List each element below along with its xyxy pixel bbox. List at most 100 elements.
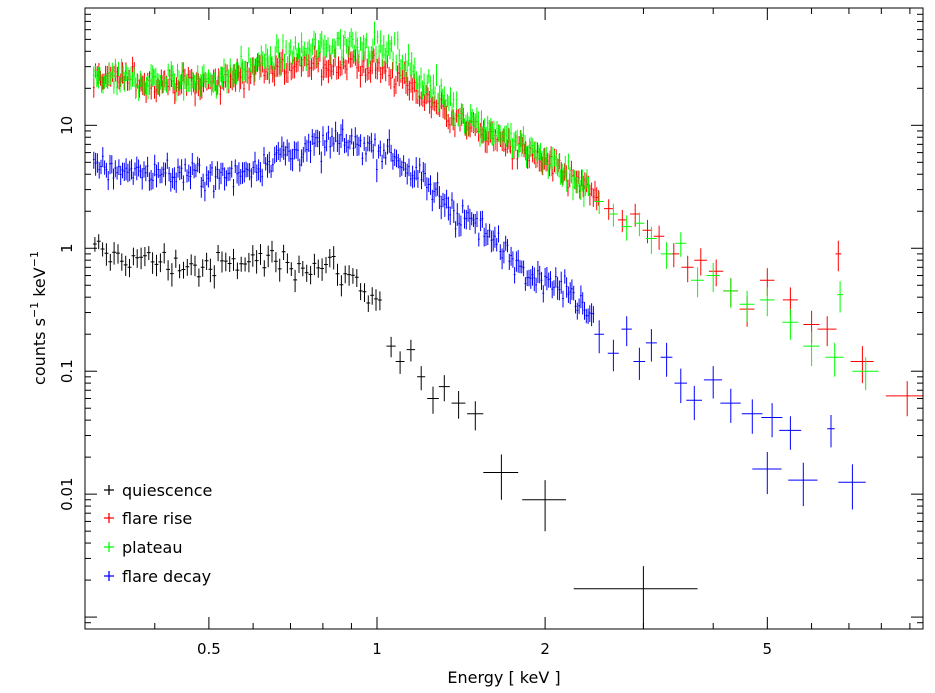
data-point-plateau [142, 76, 145, 96]
data-point-plateau [525, 146, 528, 168]
data-point-plateau [398, 49, 401, 62]
data-point-flare-rise [369, 60, 372, 83]
data-point-plateau [213, 72, 216, 92]
data-point-flare-decay [540, 271, 543, 290]
data-point-flare-decay [779, 416, 802, 450]
data-point-plateau [539, 142, 542, 161]
data-point-plateau [541, 151, 543, 175]
data-point-plateau [328, 44, 331, 64]
data-point-flare-decay [150, 170, 152, 191]
data-point-plateau [175, 85, 177, 102]
data-point-plateau [330, 45, 332, 65]
data-point-flare-decay [375, 159, 378, 183]
data-point-plateau [359, 36, 362, 51]
data-point-flare-decay [508, 253, 511, 270]
data-point-plateau [252, 57, 255, 74]
data-point-plateau [173, 73, 176, 90]
data-point-quiescence [200, 259, 205, 277]
data-point-flare-rise [668, 243, 680, 268]
data-point-plateau [333, 38, 335, 58]
data-point-flare-decay [438, 186, 441, 209]
data-point-plateau [122, 65, 124, 82]
data-point-plateau [274, 45, 276, 70]
data-point-flare-decay [585, 308, 588, 324]
data-point-flare-decay [200, 177, 203, 198]
data-point-plateau [97, 67, 100, 89]
data-point-plateau [203, 64, 205, 83]
data-point-flare-decay [100, 159, 102, 175]
data-point-flare-decay [218, 168, 221, 190]
data-point-plateau [519, 130, 522, 153]
data-point-plateau [269, 46, 272, 66]
data-point-plateau [723, 278, 738, 308]
data-point-quiescence [189, 254, 194, 276]
data-point-quiescence [339, 275, 344, 297]
data-point-plateau [162, 71, 165, 92]
data-point-plateau [305, 47, 307, 71]
data-point-plateau [567, 153, 570, 170]
data-point-plateau [147, 75, 149, 100]
data-point-flare-decay [528, 269, 530, 287]
data-point-quiescence [386, 336, 396, 358]
data-point-plateau [379, 30, 382, 54]
data-point-flare-decay [193, 162, 195, 179]
data-point-flare-decay [178, 165, 181, 181]
data-point-plateau [366, 32, 368, 49]
data-point-plateau [99, 67, 101, 81]
data-point-flare-decay [118, 159, 120, 175]
data-point-plateau [339, 29, 342, 50]
data-point-flare-decay [383, 143, 385, 159]
data-point-plateau [706, 262, 720, 293]
data-point-plateau [825, 342, 844, 377]
data-point-plateau [114, 58, 117, 78]
data-point-plateau [378, 44, 380, 58]
data-point-plateau [178, 70, 180, 91]
data-point-plateau [550, 156, 553, 177]
data-point-plateau [496, 121, 498, 137]
data-point-quiescence [139, 247, 143, 270]
data-point-flare-decay [101, 147, 104, 168]
data-point-flare-decay [327, 125, 330, 140]
data-point-plateau [276, 34, 278, 53]
data-point-flare-decay [284, 146, 287, 166]
data-point-flare-rise [243, 80, 245, 99]
data-point-flare-decay [386, 138, 389, 155]
data-point-plateau [226, 71, 228, 94]
data-point-flare-decay [107, 171, 110, 191]
data-point-flare-rise [428, 91, 431, 114]
data-point-flare-decay [660, 342, 673, 377]
data-point-plateau [507, 122, 509, 143]
data-point-quiescence [395, 351, 405, 374]
data-point-plateau [535, 141, 537, 162]
data-point-plateau [319, 33, 321, 53]
data-point-flare-rise [325, 60, 328, 78]
data-point-plateau [265, 43, 267, 68]
data-point-plateau [545, 146, 548, 165]
data-point-plateau [381, 45, 383, 67]
data-point-plateau [321, 31, 323, 48]
data-point-plateau [434, 86, 436, 101]
data-point-plateau [536, 153, 539, 168]
data-point-flare-decay [177, 158, 179, 178]
data-point-plateau [313, 30, 315, 50]
data-point-flare-decay [520, 260, 523, 274]
data-point-plateau [153, 69, 155, 86]
data-point-flare-rise [322, 57, 325, 81]
data-point-plateau [209, 72, 211, 87]
data-point-plateau [367, 46, 370, 67]
data-point-plateau [300, 32, 303, 54]
data-point-plateau [428, 69, 430, 84]
data-point-flare-decay [517, 249, 520, 273]
data-point-flare-decay [352, 141, 355, 156]
data-point-plateau [179, 74, 182, 89]
y-tick-label: 1 [58, 243, 76, 253]
data-point-plateau [566, 169, 568, 192]
data-point-flare-decay [472, 213, 475, 227]
data-point-flare-rise [317, 56, 320, 73]
data-point-quiescence [116, 244, 120, 264]
data-point-plateau [124, 71, 126, 92]
data-point-flare-decay [384, 151, 387, 165]
data-point-flare-decay [592, 306, 595, 323]
data-point-flare-decay [207, 170, 210, 188]
data-point-plateau [383, 35, 385, 59]
